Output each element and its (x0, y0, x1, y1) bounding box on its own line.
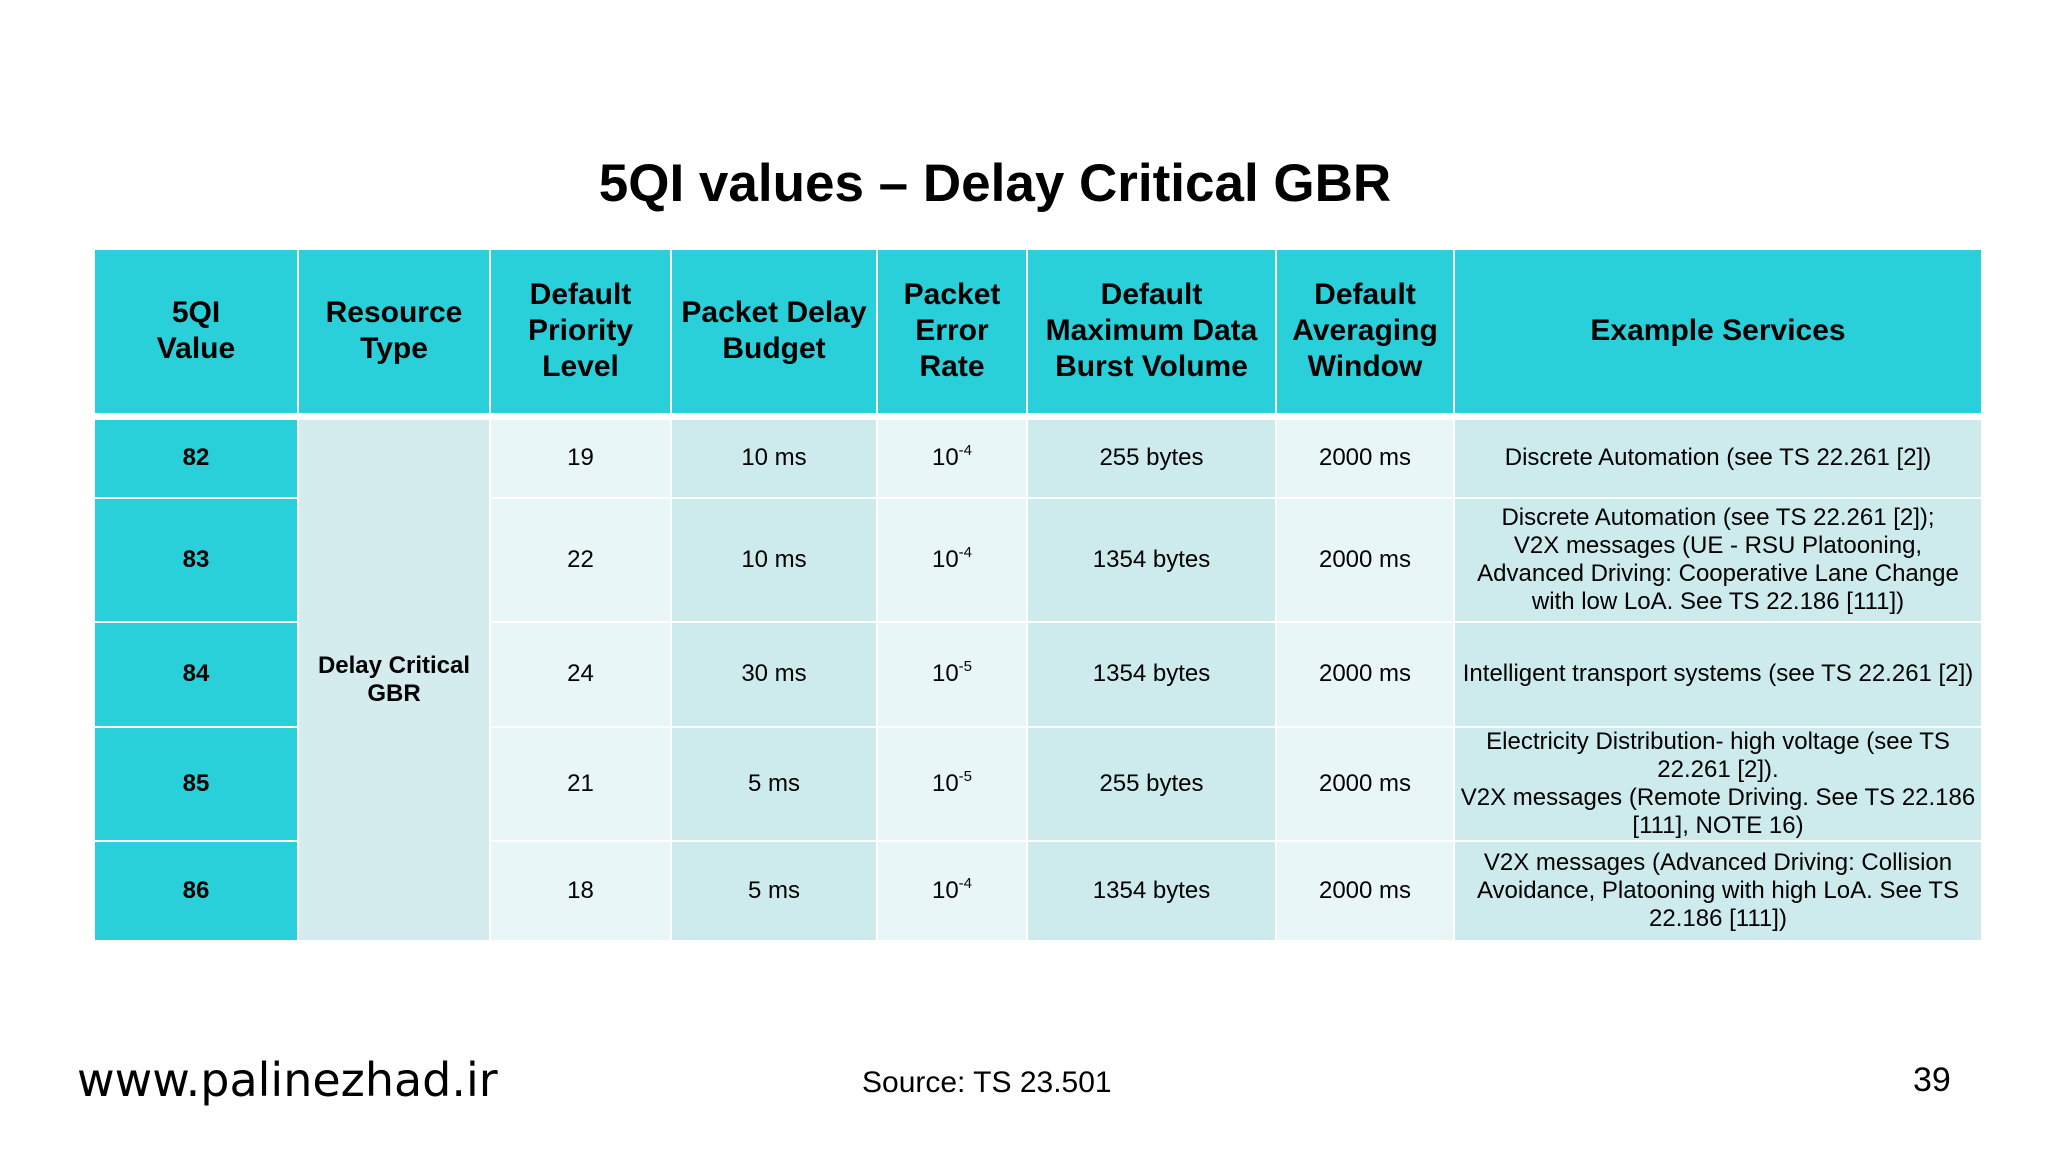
page-number: 39 (1913, 1061, 1951, 1099)
burst-volume-cell: 255 bytes (1026, 417, 1277, 499)
averaging-window-cell: 2000 ms (1275, 725, 1455, 842)
table-row: 86 18 5 ms 10-4 1354 bytes 2000 ms V2X m… (93, 839, 1983, 942)
example-services-cell: V2X messages (Advanced Driving: Collisio… (1453, 839, 1983, 942)
error-rate-cell: 10-4 (876, 496, 1028, 623)
table-row: 85 21 5 ms 10-5 255 bytes 2000 ms Electr… (93, 725, 1983, 842)
burst-volume-cell: 1354 bytes (1026, 620, 1277, 728)
priority-cell: 19 (489, 417, 672, 499)
priority-cell: 24 (489, 620, 672, 728)
example-services-cell: Electricity Distribution- high voltage (… (1453, 725, 1983, 842)
source-note: Source: TS 23.501 (862, 1066, 1112, 1099)
burst-volume-cell: 1354 bytes (1026, 496, 1277, 623)
delay-budget-cell: 30 ms (670, 620, 878, 728)
delay-budget-cell: 10 ms (670, 417, 878, 499)
header-averaging-window: Default Averaging Window (1275, 248, 1455, 416)
header-priority-level: Default Priority Level (489, 248, 672, 416)
header-example-services: Example Services (1453, 248, 1983, 416)
slide-title: 5QI values – Delay Critical GBR (598, 154, 1392, 213)
website-url: www.palinezhad.ir (77, 1053, 498, 1107)
header-resource-type: Resource Type (297, 248, 491, 416)
burst-volume-cell: 1354 bytes (1026, 839, 1277, 942)
header-row: 5QI Value Resource Type Default Priority… (93, 248, 1983, 416)
priority-cell: 18 (489, 839, 672, 942)
priority-cell: 21 (489, 725, 672, 842)
error-rate-cell: 10-4 (876, 417, 1028, 499)
qi-value-cell: 86 (93, 839, 299, 942)
table-row: 84 24 30 ms 10-5 1354 bytes 2000 ms Inte… (93, 620, 1983, 728)
averaging-window-cell: 2000 ms (1275, 417, 1455, 499)
error-rate-cell: 10-5 (876, 725, 1028, 842)
priority-cell: 22 (489, 496, 672, 623)
error-rate-cell: 10-5 (876, 620, 1028, 728)
burst-volume-cell: 255 bytes (1026, 725, 1277, 842)
5qi-table: 5QI Value Resource Type Default Priority… (93, 248, 1983, 942)
delay-budget-cell: 5 ms (670, 725, 878, 842)
qi-value-cell: 83 (93, 496, 299, 623)
header-packet-error-rate: Packet Error Rate (876, 248, 1028, 416)
example-services-cell: Discrete Automation (see TS 22.261 [2]) (1453, 417, 1983, 499)
table-row: 83 22 10 ms 10-4 1354 bytes 2000 ms Disc… (93, 496, 1983, 623)
error-rate-cell: 10-4 (876, 839, 1028, 942)
averaging-window-cell: 2000 ms (1275, 839, 1455, 942)
averaging-window-cell: 2000 ms (1275, 620, 1455, 728)
qi-value-cell: 82 (93, 417, 299, 499)
qi-value-cell: 84 (93, 620, 299, 728)
delay-budget-cell: 10 ms (670, 496, 878, 623)
example-services-cell: Intelligent transport systems (see TS 22… (1453, 620, 1983, 728)
header-burst-volume: Default Maximum Data Burst Volume (1026, 248, 1277, 416)
header-5qi-value: 5QI Value (93, 248, 299, 416)
header-packet-delay-budget: Packet Delay Budget (670, 248, 878, 416)
averaging-window-cell: 2000 ms (1275, 496, 1455, 623)
qi-value-cell: 85 (93, 725, 299, 842)
table-row: 82 Delay Critical GBR 19 10 ms 10-4 255 … (93, 417, 1983, 942)
resource-type-cell: Delay Critical GBR (297, 417, 491, 942)
example-services-cell: Discrete Automation (see TS 22.261 [2]);… (1453, 496, 1983, 623)
delay-budget-cell: 5 ms (670, 839, 878, 942)
